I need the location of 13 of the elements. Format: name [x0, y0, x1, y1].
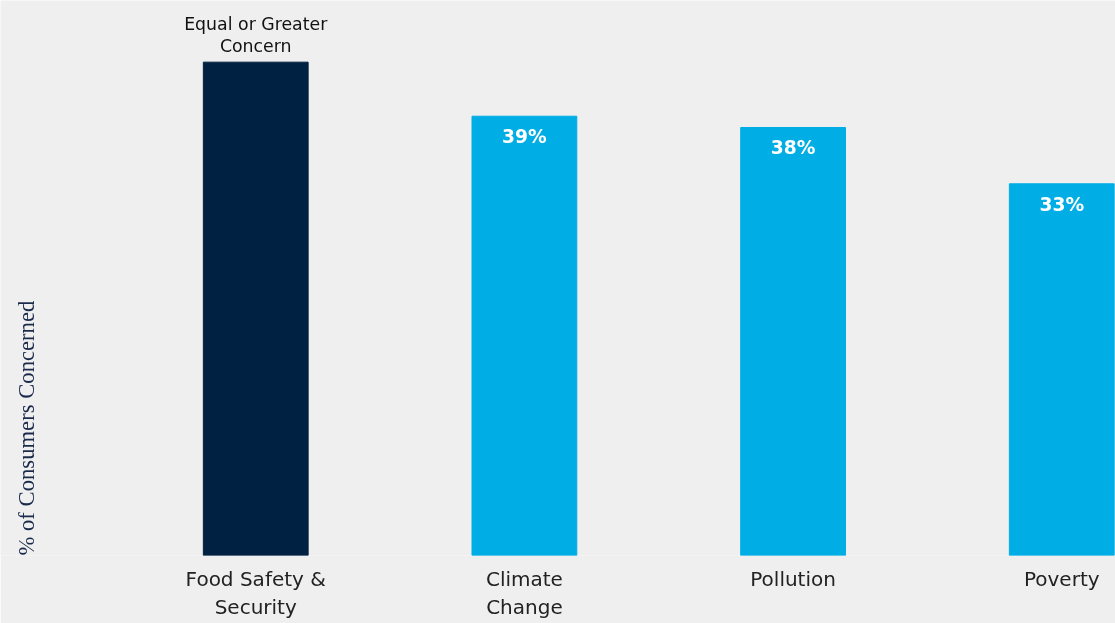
bar — [1008, 183, 1115, 556]
x-tick-label: Climate Change — [485, 566, 563, 620]
bar — [740, 126, 846, 556]
x-tick-label: Pollution — [750, 566, 836, 591]
data-label: 38% — [770, 137, 816, 159]
x-tick-label: Poverty — [1023, 566, 1100, 591]
y-axis-title: % of Consumers Concerned — [13, 300, 39, 556]
bar — [202, 61, 309, 556]
x-tick-label: Food Safety & Security — [185, 566, 326, 620]
data-label: 33% — [1039, 193, 1085, 215]
annotation: Equal or Greater Concern — [184, 14, 329, 57]
bar — [471, 115, 578, 556]
data-label: 39% — [502, 126, 548, 148]
